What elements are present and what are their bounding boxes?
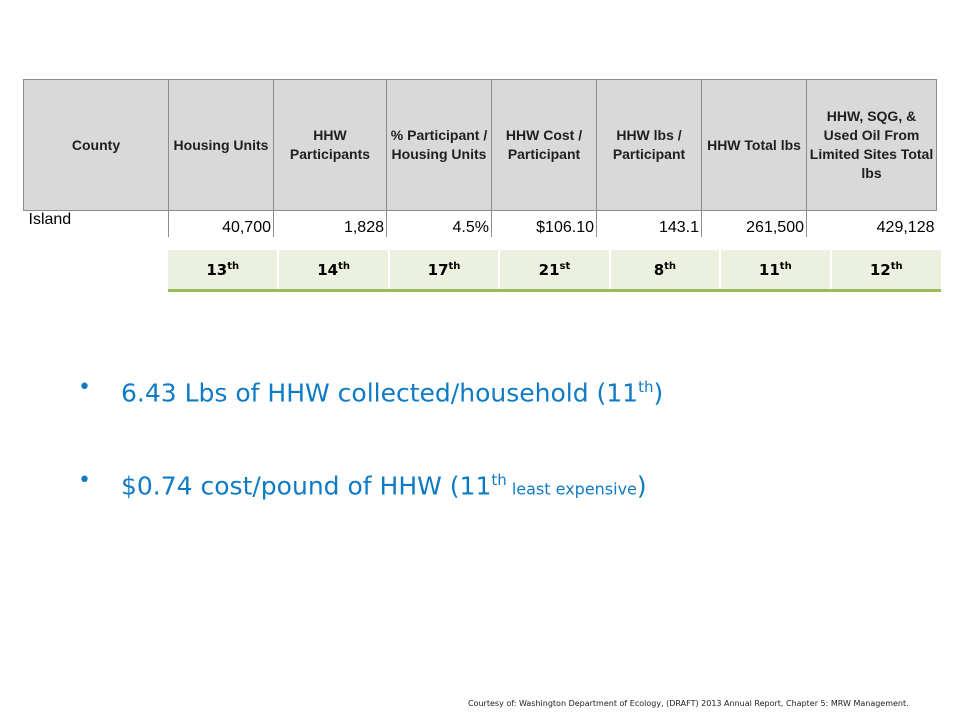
- cell-percent-participant: 4.5%: [386, 210, 492, 237]
- header-limited-sites-total: HHW, SQG, & Used Oil From Limited Sites …: [806, 79, 937, 211]
- rank-total-lbs: 11th: [720, 250, 832, 292]
- rank-housing-units: 13th: [168, 250, 280, 292]
- rank-cost-per-participant: 21st: [499, 250, 611, 292]
- header-lbs-per-participant: HHW lbs / Participant: [596, 79, 702, 211]
- bullet-cost-per-pound: • $0.74 cost/pound of HHW (11th least ex…: [78, 458, 663, 503]
- rank-limited-sites-total: 12th: [830, 250, 941, 292]
- rank-percent-participant: 17th: [388, 250, 501, 292]
- rank-hhw-participants: 14th: [278, 250, 390, 292]
- source-footnote: Courtesy of: Washington Department of Ec…: [468, 699, 909, 708]
- bullet-list: • 6.43 Lbs of HHW collected/household (1…: [78, 365, 663, 503]
- cell-lbs-per-participant: 143.1: [596, 210, 702, 237]
- bullet-dot-icon: •: [78, 375, 91, 400]
- cell-housing-units: 40,700: [168, 210, 274, 237]
- header-hhw-participants: HHW Participants: [273, 79, 387, 211]
- cell-hhw-participants: 1,828: [273, 210, 387, 237]
- hhw-data-table: County Housing Units HHW Participants % …: [23, 79, 937, 237]
- cell-total-lbs: 261,500: [701, 210, 807, 237]
- bullet-lbs-per-household: • 6.43 Lbs of HHW collected/household (1…: [78, 365, 663, 410]
- table-row: Island 40,700 1,828 4.5% $106.10 143.1 2…: [23, 210, 937, 237]
- rank-table: 13th 14th 17th 21st 8th 11th 12th: [168, 250, 941, 292]
- bullet-dot-icon: •: [78, 468, 91, 493]
- table-header-row: County Housing Units HHW Participants % …: [23, 79, 937, 211]
- cell-cost-per-participant: $106.10: [491, 210, 597, 237]
- header-cost-per-participant: HHW Cost / Participant: [491, 79, 597, 211]
- header-county: County: [23, 79, 169, 211]
- cell-limited-sites-total: 429,128: [806, 210, 937, 237]
- rank-row: 13th 14th 17th 21st 8th 11th 12th: [168, 250, 941, 292]
- rank-lbs-per-participant: 8th: [609, 250, 722, 292]
- header-total-lbs: HHW Total lbs: [701, 79, 807, 211]
- cell-county: Island: [23, 210, 169, 237]
- header-percent-participant: % Participant / Housing Units: [386, 79, 492, 211]
- header-housing-units: Housing Units: [168, 79, 274, 211]
